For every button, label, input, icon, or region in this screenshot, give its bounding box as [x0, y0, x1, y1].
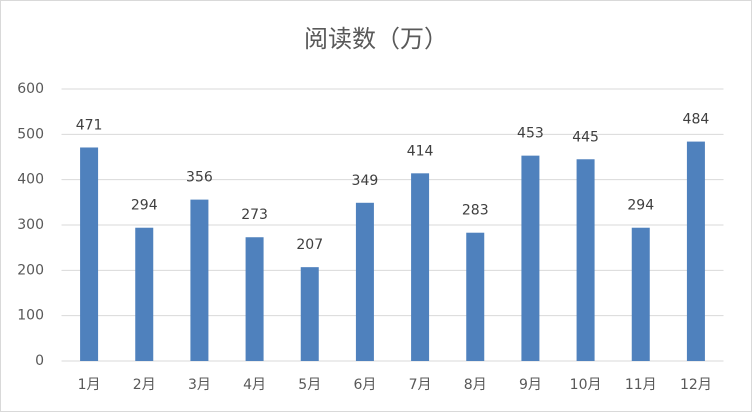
x-tick-label: 8月: [464, 377, 487, 393]
data-label: 453: [517, 126, 544, 142]
chart-title: 阅读数（万）: [304, 25, 448, 53]
y-tick-label: 200: [17, 262, 44, 278]
x-tick-label: 10月: [570, 377, 602, 393]
bar: [576, 159, 595, 361]
data-label: 283: [462, 203, 489, 219]
bar: [300, 267, 319, 361]
x-tick-label: 7月: [409, 377, 432, 393]
bar: [355, 202, 374, 361]
data-label: 484: [683, 112, 710, 128]
x-tick-label: 11月: [625, 377, 657, 393]
x-tick-label: 9月: [519, 377, 542, 393]
y-tick-label: 100: [17, 308, 44, 324]
y-tick-label: 300: [17, 217, 44, 233]
data-label: 349: [352, 173, 379, 189]
y-tick-label: 0: [35, 353, 44, 369]
bar: [686, 141, 705, 361]
data-label: 294: [131, 198, 158, 214]
x-tick-label: 12月: [680, 377, 712, 393]
x-tick-label: 3月: [188, 377, 211, 393]
data-label: 445: [572, 129, 599, 145]
bar: [135, 227, 154, 361]
bar: [411, 173, 430, 361]
x-tick-label: 6月: [353, 377, 376, 393]
data-label: 207: [296, 237, 323, 253]
x-tick-label: 2月: [133, 377, 156, 393]
y-tick-label: 400: [17, 172, 44, 188]
y-tick-label: 500: [17, 126, 44, 142]
bar: [631, 227, 650, 361]
data-label: 294: [627, 198, 654, 214]
bar: [466, 232, 485, 361]
data-label: 471: [76, 117, 103, 133]
bar: [80, 147, 99, 361]
y-tick-label: 600: [17, 81, 44, 97]
bar: [521, 155, 540, 361]
data-label: 414: [407, 143, 434, 159]
bar: [190, 199, 209, 361]
data-label: 356: [186, 170, 213, 186]
x-tick-label: 1月: [78, 377, 101, 393]
data-label: 273: [241, 207, 268, 223]
x-tick-label: 5月: [298, 377, 321, 393]
x-tick-label: 4月: [243, 377, 266, 393]
bar: [245, 237, 264, 361]
